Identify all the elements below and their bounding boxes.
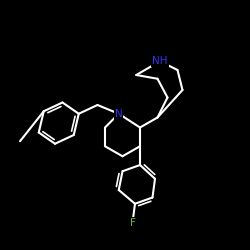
Text: F: F — [130, 218, 136, 228]
Text: NH: NH — [152, 56, 168, 66]
Text: N: N — [115, 109, 122, 119]
